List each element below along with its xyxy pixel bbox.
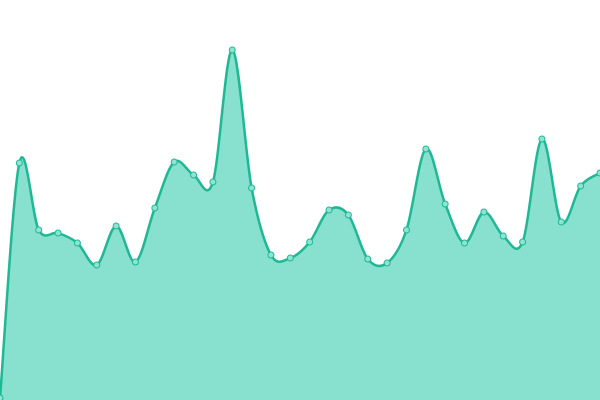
point: [0, 394, 4, 400]
area: [0, 49, 600, 400]
point: [15, 159, 23, 167]
point: [422, 145, 430, 153]
point: [480, 208, 488, 216]
point: [209, 178, 217, 186]
point: [286, 254, 294, 262]
point: [306, 238, 314, 246]
point: [228, 46, 236, 54]
point: [190, 171, 198, 179]
point: [112, 222, 120, 230]
point: [170, 158, 178, 166]
point: [557, 218, 565, 226]
point: [596, 169, 600, 177]
point: [54, 229, 62, 237]
point: [344, 211, 352, 219]
point: [325, 206, 333, 214]
point: [248, 184, 256, 192]
point: [402, 226, 410, 234]
point: [519, 238, 527, 246]
point: [364, 255, 372, 263]
point: [461, 239, 469, 247]
point: [383, 259, 391, 267]
point: [131, 258, 139, 266]
point: [441, 200, 449, 208]
point: [35, 226, 43, 234]
point: [538, 135, 546, 143]
point: [577, 182, 585, 190]
point: [267, 251, 275, 259]
point: [93, 261, 101, 269]
point: [151, 204, 159, 212]
point: [73, 239, 81, 247]
point: [499, 232, 507, 240]
